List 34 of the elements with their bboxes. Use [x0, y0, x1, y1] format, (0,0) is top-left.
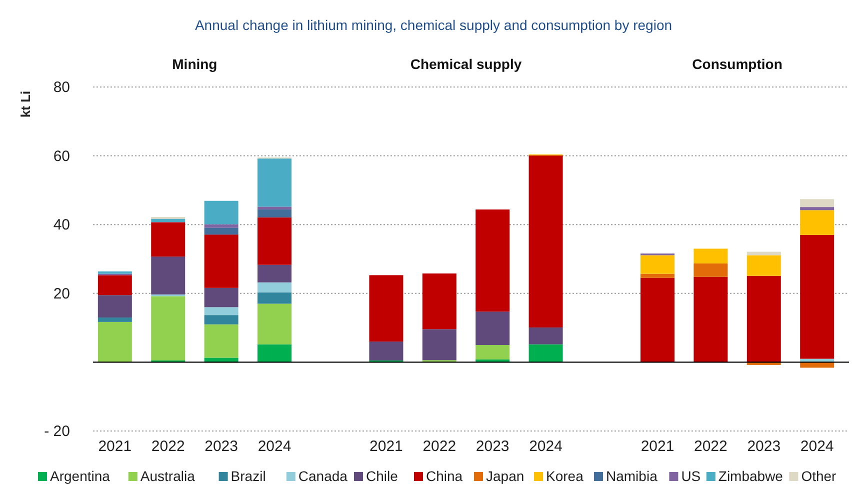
legend-label: Argentina [50, 468, 110, 484]
legend-label: Chile [366, 468, 398, 484]
legend-label: Australia [140, 468, 196, 484]
y-tick-label: - 20 [44, 423, 70, 440]
x-tick-label: 2021 [98, 438, 132, 455]
x-tick-label: 2021 [370, 438, 403, 455]
x-tick-label: 2023 [747, 438, 781, 455]
x-tick-label: 2023 [204, 438, 238, 455]
legend-label: Zimbabwe [718, 468, 784, 484]
y-axis-title: kt Li [18, 90, 33, 118]
legend-label: China [426, 468, 463, 484]
y-tick-label: 80 [53, 79, 70, 96]
legend-label: Namibia [606, 468, 658, 484]
x-tick-label: 2022 [694, 438, 728, 455]
legend-label: Canada [298, 468, 348, 484]
y-tick-label: 40 [53, 216, 70, 234]
x-tick-label: 2024 [529, 438, 562, 455]
y-tick-label: 60 [53, 148, 70, 165]
x-tick-label: 2024 [800, 438, 834, 455]
legend-label: Japan [486, 468, 524, 484]
x-tick-label: 2022 [151, 438, 185, 455]
legend-label: Korea [546, 468, 584, 484]
y-tick-label: 20 [53, 285, 70, 302]
text: Chemical supply [410, 56, 522, 72]
x-tick-label: 2024 [258, 438, 292, 455]
legend-label: US [681, 468, 701, 484]
x-tick-label: 2023 [476, 438, 510, 455]
x-tick-label: 2022 [422, 438, 456, 455]
chart-title: Annual change in lithium mining, chemical supply and consumption by region [194, 17, 672, 33]
legend-label: Brazil [230, 468, 266, 484]
legend-label: Other [801, 468, 837, 484]
text: Mining [172, 56, 218, 72]
text: Consumption [692, 56, 782, 72]
x-tick-label: 2021 [640, 438, 674, 455]
